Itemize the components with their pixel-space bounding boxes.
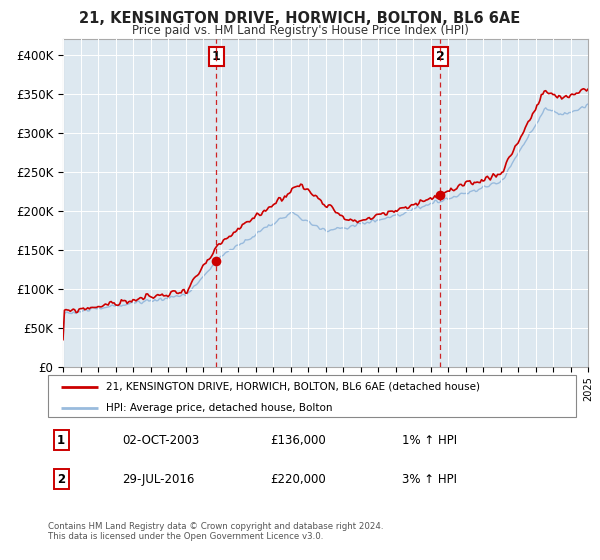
FancyBboxPatch shape	[48, 375, 576, 417]
Text: HPI: Average price, detached house, Bolton: HPI: Average price, detached house, Bolt…	[106, 403, 332, 413]
Text: Price paid vs. HM Land Registry's House Price Index (HPI): Price paid vs. HM Land Registry's House …	[131, 24, 469, 36]
Text: 1% ↑ HPI: 1% ↑ HPI	[402, 434, 457, 447]
Text: 2: 2	[57, 473, 65, 486]
Text: 3% ↑ HPI: 3% ↑ HPI	[402, 473, 457, 486]
Text: £220,000: £220,000	[270, 473, 326, 486]
Text: 21, KENSINGTON DRIVE, HORWICH, BOLTON, BL6 6AE: 21, KENSINGTON DRIVE, HORWICH, BOLTON, B…	[79, 11, 521, 26]
Text: Contains HM Land Registry data © Crown copyright and database right 2024.
This d: Contains HM Land Registry data © Crown c…	[48, 522, 383, 542]
Text: 29-JUL-2016: 29-JUL-2016	[122, 473, 194, 486]
Text: 21, KENSINGTON DRIVE, HORWICH, BOLTON, BL6 6AE (detached house): 21, KENSINGTON DRIVE, HORWICH, BOLTON, B…	[106, 382, 480, 392]
Text: 1: 1	[57, 434, 65, 447]
Text: 1: 1	[212, 50, 221, 63]
Text: £136,000: £136,000	[270, 434, 326, 447]
Text: 02-OCT-2003: 02-OCT-2003	[122, 434, 199, 447]
Text: 2: 2	[436, 50, 445, 63]
